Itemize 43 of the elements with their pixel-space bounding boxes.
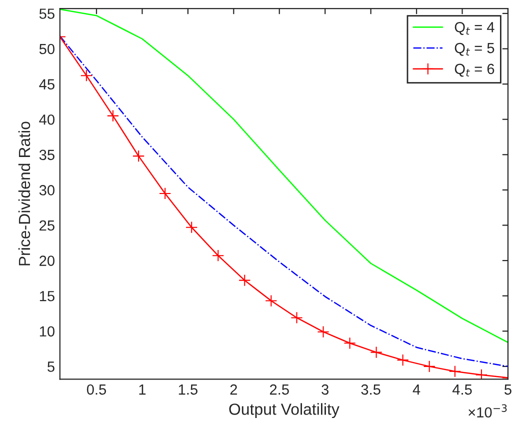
text: ×10$^{−3}$ [468, 404, 507, 418]
point [370, 346, 382, 358]
x-tick-label: 0.5 [86, 384, 106, 395]
point [212, 250, 224, 262]
x-tick-label: 2 [230, 384, 237, 395]
y-tick-label: 30 [39, 185, 54, 196]
y-axis-title: Price-Dividend Ratio [18, 122, 30, 266]
point [132, 150, 145, 162]
x-tick-label: 4.5 [452, 384, 472, 395]
y-tick-label: 40 [39, 114, 54, 125]
y-tick-label: 50 [39, 44, 54, 54]
y-tick-label: 15 [40, 291, 54, 302]
point [475, 368, 488, 380]
point [290, 312, 303, 324]
x-tick-label: 4 [412, 384, 420, 395]
point [265, 294, 278, 307]
y-tick-label: 5 [48, 362, 54, 372]
y-tick-label: 10 [40, 326, 54, 337]
y-tick-label: 55 [39, 8, 54, 19]
y-tick-label: 25 [40, 220, 54, 231]
x-tick-label: 5 [504, 384, 512, 395]
point [396, 354, 409, 366]
legend-label: Q$_{t}$ = 4 [454, 22, 494, 35]
point [448, 365, 462, 378]
point [317, 326, 330, 338]
point [80, 70, 93, 82]
x-tick-label: 3 [322, 384, 329, 395]
x-axis-title: Output Volatility [229, 403, 340, 418]
x-tick-label: 1 [139, 384, 146, 395]
legend-label: Q$_{t}$ = 6 [454, 64, 494, 77]
x-tick-label: 2.5 [270, 384, 289, 395]
y-tick-label: 35 [39, 150, 54, 160]
y-tick-label: 20 [40, 256, 54, 266]
point [344, 337, 356, 350]
x-tick-label: 3.5 [361, 384, 380, 395]
point [158, 187, 172, 200]
point [106, 110, 120, 122]
y-tick-label: 45 [39, 79, 54, 90]
point [238, 274, 251, 286]
point [186, 221, 198, 234]
point [423, 360, 436, 373]
legend-label: Q$_{t}$ = 5 [454, 42, 494, 56]
x-tick-label: 1.5 [178, 384, 198, 395]
